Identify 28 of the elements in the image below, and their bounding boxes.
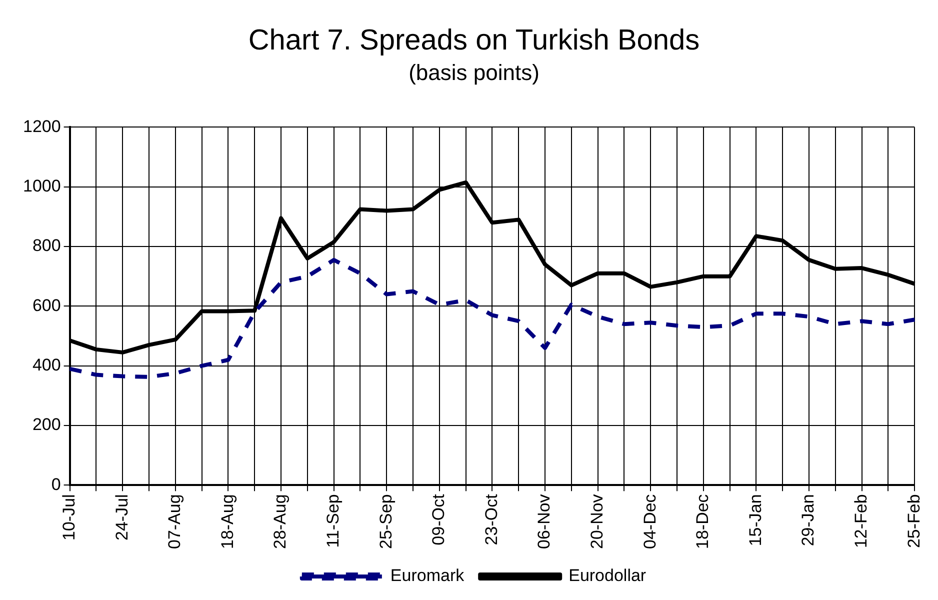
- x-tick-label: 12-Feb: [851, 494, 870, 548]
- y-tick-label: 400: [32, 356, 61, 375]
- x-tick-label: 20-Nov: [587, 494, 606, 549]
- x-tick-label: 24-Jul: [112, 494, 132, 540]
- y-tick-label: 1200: [22, 116, 61, 136]
- x-tick-label: 28-Aug: [270, 494, 290, 550]
- x-tick-label: 18-Dec: [693, 494, 712, 549]
- x-tick-label: 10-Jul: [60, 494, 79, 540]
- legend-label: Euromark: [390, 566, 465, 586]
- x-tick-label: 29-Jan: [798, 494, 818, 546]
- x-tick-label: 23-Oct: [482, 494, 501, 546]
- x-tick-label: 06-Nov: [534, 494, 554, 549]
- y-tick-label: 600: [32, 296, 61, 315]
- chart-title: Chart 7. Spreads on Turkish Bonds: [248, 24, 700, 56]
- legend-label: Eurodollar: [568, 566, 646, 586]
- x-tick-label: 07-Aug: [165, 494, 184, 550]
- chart-subtitle: (basis points): [408, 60, 540, 86]
- y-tick-label: 200: [32, 415, 61, 434]
- y-tick-label: 1000: [22, 176, 61, 196]
- y-tick-label: 800: [32, 236, 61, 256]
- y-tick-label: 0: [51, 474, 61, 494]
- x-tick-label: 11-Sep: [324, 494, 342, 548]
- x-tick-label: 15-Jan: [746, 494, 765, 546]
- x-tick-label: 18-Aug: [218, 494, 237, 550]
- x-tick-label: 04-Dec: [640, 494, 660, 549]
- x-tick-label: 25-Feb: [904, 494, 924, 548]
- x-tick-label: 25-Sep: [376, 494, 396, 550]
- x-tick-label: 09-Oct: [429, 494, 448, 546]
